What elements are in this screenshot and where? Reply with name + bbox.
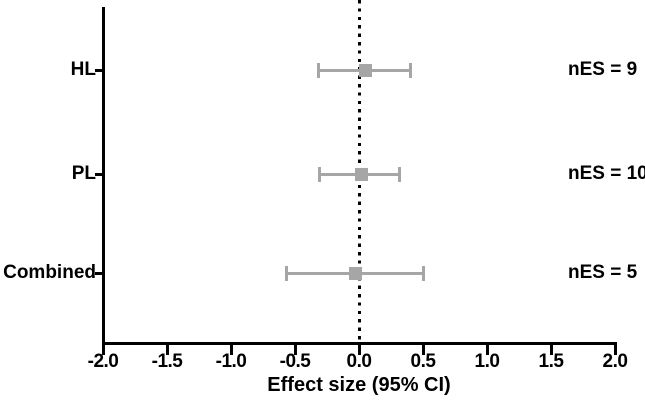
x-axis-tick: [101, 345, 105, 355]
x-tick-label: 1.0: [474, 351, 500, 372]
y-axis-tick: [95, 172, 103, 176]
ci-cap-right: [408, 62, 412, 78]
x-tick-label: -2.0: [87, 351, 119, 372]
row-label: Combined: [3, 262, 96, 283]
row-label: PL: [71, 163, 96, 184]
ci-cap-right: [421, 265, 425, 281]
x-axis: [101, 342, 617, 345]
x-tick-label: -1.5: [151, 351, 183, 372]
x-tick-label: 2.0: [602, 351, 628, 372]
x-axis-tick: [485, 345, 489, 355]
x-axis-title: Effect size (95% CI): [267, 374, 451, 396]
ci-cap-right: [398, 166, 402, 182]
x-axis-tick: [421, 345, 425, 355]
ci-cap-left: [316, 62, 320, 78]
row-annotation: nES = 10: [568, 163, 645, 184]
ci-cap-left: [284, 265, 288, 281]
row-label: HL: [70, 59, 96, 80]
x-axis-tick: [357, 345, 361, 355]
x-axis-tick: [165, 345, 169, 355]
x-axis-tick: [613, 345, 617, 355]
x-tick-label: 0.5: [410, 351, 436, 372]
x-tick-label: 1.5: [538, 351, 564, 372]
y-axis-tick: [95, 68, 103, 72]
x-axis-tick: [229, 345, 233, 355]
row-annotation: nES = 5: [568, 262, 638, 283]
row-annotation: nES = 9: [568, 59, 638, 80]
x-axis-tick: [293, 345, 297, 355]
mean-marker: [358, 63, 372, 77]
mean-marker: [348, 266, 362, 280]
x-tick-label: 0.0: [346, 351, 372, 372]
ci-cap-left: [317, 166, 321, 182]
x-axis-tick: [549, 345, 553, 355]
x-tick-label: -1.0: [215, 351, 247, 372]
mean-marker: [355, 167, 369, 181]
y-axis: [101, 7, 105, 345]
y-axis-tick: [95, 271, 103, 275]
x-tick-label: -0.5: [279, 351, 311, 372]
